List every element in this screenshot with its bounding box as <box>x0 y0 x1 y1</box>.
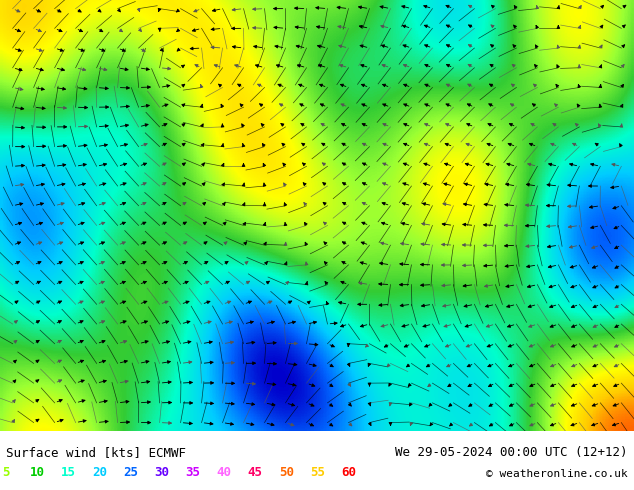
Text: 30: 30 <box>155 466 169 479</box>
Text: Surface wind [kts] ECMWF: Surface wind [kts] ECMWF <box>6 446 186 459</box>
Text: © weatheronline.co.uk: © weatheronline.co.uk <box>486 469 628 479</box>
Text: 60: 60 <box>341 466 356 479</box>
Text: 15: 15 <box>61 466 76 479</box>
Text: We 29-05-2024 00:00 UTC (12+12): We 29-05-2024 00:00 UTC (12+12) <box>395 446 628 459</box>
Text: 20: 20 <box>92 466 107 479</box>
Text: 50: 50 <box>279 466 294 479</box>
Text: 35: 35 <box>186 466 200 479</box>
Text: 55: 55 <box>310 466 325 479</box>
Text: 45: 45 <box>248 466 263 479</box>
Text: 5: 5 <box>3 466 10 479</box>
Text: 10: 10 <box>30 466 45 479</box>
Text: 25: 25 <box>124 466 138 479</box>
Text: 40: 40 <box>217 466 231 479</box>
